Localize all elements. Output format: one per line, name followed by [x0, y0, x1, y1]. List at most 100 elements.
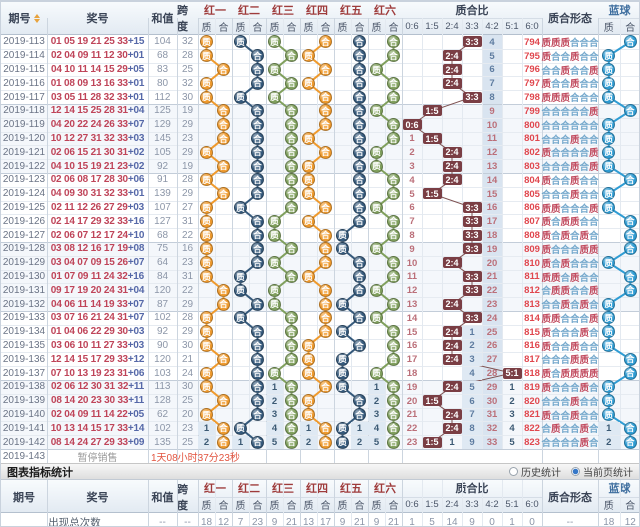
grid-line: [542, 18, 543, 449]
subcolumn-header-ratio-4:2: 4:2: [485, 499, 499, 511]
pattern-prime-char: 质: [579, 327, 590, 339]
ratio-miss-count: 26: [486, 340, 498, 352]
composite-ball: 合: [217, 63, 230, 76]
pattern-composite-char: 合: [579, 272, 590, 284]
bonus-number: +01: [127, 77, 145, 89]
pattern-composite-char: 合: [550, 189, 561, 201]
pattern-text: 质合合合质合: [541, 325, 598, 339]
subcolumn-header-prime: 质: [201, 501, 212, 513]
winning-numbers: 02 06 07 12 17 24 +10: [47, 228, 148, 242]
composite-ball: 合: [285, 76, 298, 90]
pattern-composite-char: 合: [550, 120, 561, 132]
sum-value: 105: [154, 146, 171, 158]
pattern-prime-char: 质: [541, 93, 551, 105]
ratio-miss-count: 806: [524, 202, 540, 214]
composite-ball: 合: [251, 256, 264, 270]
ratio-badge: 2:4: [442, 64, 462, 75]
sum-value: 125: [154, 105, 171, 117]
sum-value: 135: [154, 436, 171, 448]
ratio-miss-count: 9: [489, 105, 495, 117]
ratio-miss-count: 809: [524, 243, 540, 255]
sort-icon[interactable]: [33, 13, 40, 23]
composite-ball: 合: [319, 90, 332, 104]
pattern-composite-char: 合: [550, 327, 561, 339]
pattern-composite-char: 合: [579, 65, 590, 77]
ratio-miss-count: 15: [486, 188, 498, 200]
composite-ball: 合: [251, 297, 264, 311]
red-numbers: 02 04 09 11 12 30: [50, 50, 128, 62]
pattern-composite-char: 合: [550, 106, 561, 118]
pattern-composite-char: 合: [570, 93, 580, 105]
column-header-red4: 红四: [306, 4, 328, 17]
pattern-composite-char: 合: [570, 286, 580, 298]
composite-ball: 合: [285, 49, 298, 63]
miss-count: 1: [300, 422, 317, 436]
subcolumn-header-blue-composite: 合: [625, 23, 636, 34]
sum-value: 128: [154, 395, 171, 407]
miss-count: 2: [300, 436, 317, 449]
pattern-composite-char: 合: [570, 148, 580, 160]
span-value: 22: [181, 284, 194, 296]
period-label: 2019-120: [2, 132, 46, 144]
period-label: 2019-115: [3, 63, 45, 75]
pattern-composite-char: 合: [579, 106, 590, 118]
composite-ball: 合: [217, 283, 230, 297]
ratio-miss-count: 808: [524, 230, 540, 242]
composite-ball: 合: [319, 35, 332, 49]
period-header-label: 期号: [13, 491, 35, 504]
ratio-miss-count: 814: [524, 312, 540, 324]
composite-ball: 合: [251, 145, 264, 159]
radio-current-page-stats[interactable]: 当前页统计: [571, 464, 633, 479]
stat-value: 9: [469, 517, 475, 527]
grid-line: [385, 18, 386, 449]
pattern-prime-char: 质: [541, 313, 551, 325]
pattern-composite-char: 合: [560, 162, 570, 174]
grid-line: [402, 18, 542, 19]
composite-ball: 合: [319, 228, 332, 242]
bonus-number: +08: [127, 243, 145, 255]
grid-line: [47, 18, 48, 449]
subcolumn-header-composite: 合: [218, 501, 229, 513]
blue-ball: 质: [602, 311, 616, 325]
composite-ball: 合: [353, 283, 366, 297]
ratio-badge: 1:5: [422, 188, 442, 200]
pattern-composite-char: 合: [550, 162, 561, 174]
composite-ball: 合: [353, 187, 366, 201]
prime-ball: 质: [234, 201, 247, 214]
prime-ball: 质: [302, 187, 315, 201]
sum-value: 75: [156, 243, 169, 255]
grid-line: [232, 449, 233, 463]
pattern-composite-char: 合: [589, 37, 599, 49]
composite-ball: 合: [217, 421, 230, 435]
ratio-miss-count: 804: [524, 174, 540, 186]
ratio-miss-count: 16: [486, 202, 498, 214]
pattern-prime-char: 质: [550, 93, 561, 105]
radio-unchecked-icon[interactable]: [509, 467, 518, 476]
column-header-pattern: 质合形态: [548, 13, 592, 25]
subcolumn-header-composite: 合: [252, 23, 263, 34]
subcolumn-header-composite: 合: [286, 23, 297, 34]
ratio-miss-count: 18: [406, 368, 418, 380]
grid-line: [368, 18, 369, 449]
period-label: 2019-133: [2, 312, 46, 324]
pattern-text: 合质质合合质: [541, 283, 598, 298]
pattern-composite-char: 合: [579, 120, 590, 132]
prime-ball: 质: [200, 228, 213, 242]
period-label: 2019-116: [3, 77, 45, 89]
prime-ball: 质: [200, 145, 213, 159]
radio-checked-icon[interactable]: [571, 467, 580, 476]
pattern-prime-char: 质: [579, 355, 590, 367]
radio-history-stats[interactable]: 历史统计: [509, 464, 561, 479]
composite-ball: 合: [217, 435, 230, 449]
pattern-composite-char: 合: [541, 106, 551, 118]
ratio-miss-count: 817: [524, 354, 540, 366]
ratio-miss-count: 13: [406, 299, 418, 311]
ratio-badge: 2:4: [442, 381, 462, 393]
winning-numbers: 01 04 06 22 29 30 +03: [47, 325, 148, 339]
period-label: 2019-139: [2, 395, 46, 407]
bonus-number: +07: [127, 312, 145, 324]
composite-ball: 合: [353, 311, 366, 325]
radio-current-label: 当前页统计: [583, 468, 633, 479]
composite-ball: 合: [387, 380, 400, 394]
composite-ball: 合: [251, 339, 264, 352]
